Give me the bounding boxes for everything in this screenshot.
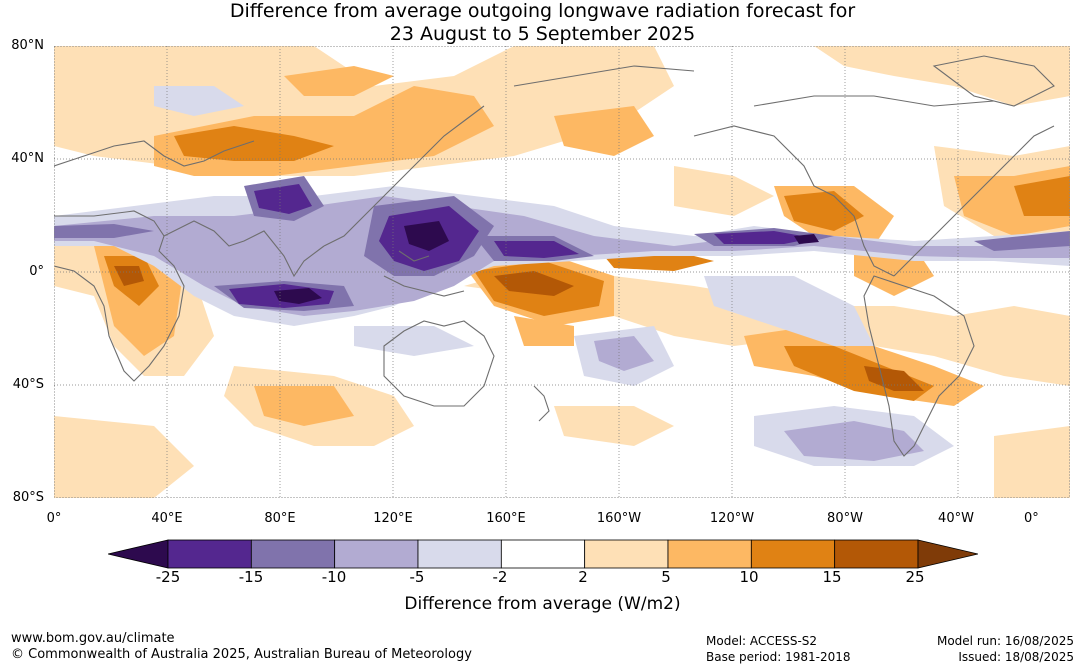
footer-run-info: Model run: 16/08/2025 Issued: 18/08/2025	[937, 633, 1074, 665]
cbar-tick-label: 10	[739, 568, 759, 586]
cbar-tick-label: 25	[905, 568, 925, 586]
colorbar-segment	[500, 539, 586, 569]
title-line-2: 23 August to 5 September 2025	[389, 23, 696, 45]
lon-label-0: 0°	[46, 511, 62, 526]
lon-label-160e: 160°E	[486, 511, 526, 526]
colorbar-segment	[834, 539, 919, 569]
lat-label-80s: 80°S	[12, 490, 44, 505]
cbar-tick-label: -15	[238, 568, 264, 586]
base-period-text: Base period: 1981-2018	[706, 650, 851, 664]
cbar-tick-label: 5	[661, 568, 671, 586]
lat-label-80n: 80°N	[11, 38, 44, 53]
map-title: Difference from average outgoing longwav…	[0, 0, 1085, 46]
colorbar-segment	[667, 539, 752, 569]
cbar-tick-label: 2	[578, 568, 588, 586]
cbar-tick-label: -2	[492, 568, 508, 586]
lat-label-40s: 40°S	[12, 377, 44, 392]
colorbar-segment	[750, 539, 836, 569]
lon-label-40w: 40°W	[938, 511, 974, 526]
colorbar-segment	[250, 539, 336, 569]
graticule	[54, 46, 1070, 498]
coastlines	[54, 55, 1055, 457]
lon-label-120w: 120°W	[709, 511, 755, 526]
colorbar-extend-low	[107, 539, 169, 569]
lon-label-120e: 120°E	[373, 511, 413, 526]
lon-label-80w: 80°W	[827, 511, 863, 526]
colorbar-extend-high	[917, 539, 979, 569]
lon-label-160w: 160°W	[596, 511, 642, 526]
colorbar-segment	[584, 539, 669, 569]
lon-label-0-right: 0°	[1024, 511, 1039, 526]
cbar-tick-label: 15	[822, 568, 842, 586]
colorbar	[107, 539, 979, 569]
website-text: www.bom.gov.au/climate	[11, 631, 175, 646]
lat-label-equator: 0°	[29, 264, 44, 279]
colorbar-segment	[334, 539, 419, 569]
title-line-1: Difference from average outgoing longwav…	[229, 0, 856, 22]
issued-text: Issued: 18/08/2025	[958, 650, 1074, 664]
model-text: Model: ACCESS-S2	[706, 634, 818, 648]
footer-model-info: Model: ACCESS-S2 Base period: 1981-2018	[706, 633, 851, 665]
olr-anomaly-map	[54, 46, 1070, 498]
model-run-text: Model run: 16/08/2025	[936, 634, 1074, 648]
cbar-tick-label: -25	[155, 568, 181, 586]
copyright-text: © Commonwealth of Australia 2025, Austra…	[11, 647, 472, 662]
colorbar-segment	[167, 539, 252, 569]
colorbar-segment	[417, 539, 502, 569]
lon-label-80e: 80°E	[264, 511, 296, 526]
anomaly-extreme-negative	[274, 221, 819, 304]
cbar-tick-label: -5	[409, 568, 425, 586]
footer-left: www.bom.gov.au/climate © Commonwealth of…	[11, 631, 472, 663]
colorbar-title: Difference from average (W/m2)	[404, 594, 681, 614]
lat-label-40n: 40°N	[11, 151, 44, 166]
cbar-tick-label: -10	[321, 568, 347, 586]
lon-label-40e: 40°E	[151, 511, 183, 526]
